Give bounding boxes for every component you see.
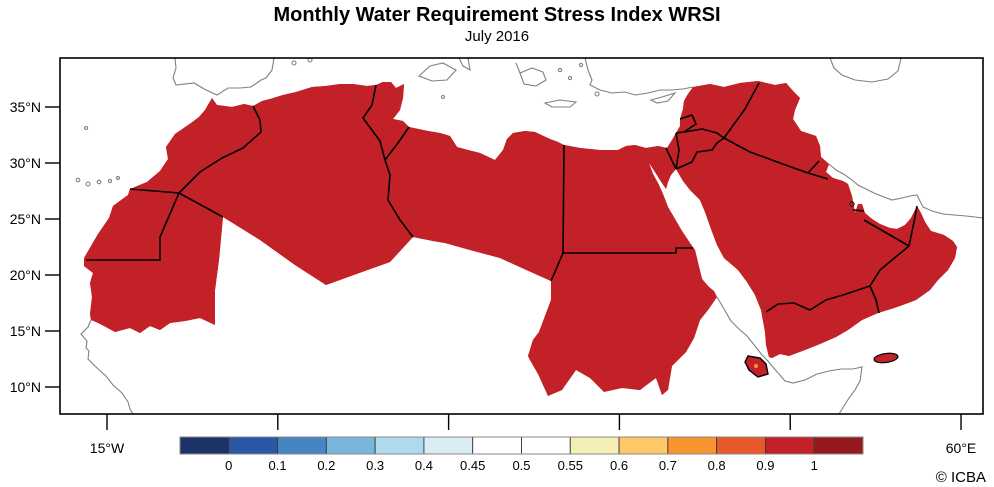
small-filled-areas: [744, 201, 899, 378]
colorbar-segment: [716, 436, 766, 455]
colorbar-tick-label: 0.1: [269, 458, 287, 473]
colorbar-tick-label: 0.9: [756, 458, 774, 473]
colorbar-segment: [618, 436, 669, 455]
y-tick-label: 30°N: [10, 155, 41, 171]
y-tick-label: 25°N: [10, 211, 41, 227]
colorbar-tick-label: 0.55: [558, 458, 583, 473]
colorbar-segment: [277, 436, 327, 455]
colorbar-segment: [228, 436, 279, 455]
map-frame: [59, 57, 984, 415]
credit-label: © ICBA: [936, 469, 986, 486]
colorbar-segment: [667, 436, 718, 455]
colorbar-tick-label: 0.3: [366, 458, 384, 473]
x-tick-label: 60°E: [946, 440, 977, 456]
colorbar-tick-label: 0.5: [512, 458, 530, 473]
colorbar-segment: [521, 436, 571, 455]
chart-subtitle: July 2016: [465, 28, 529, 45]
colorbar-tick-label: 0: [225, 458, 232, 473]
colorbar-segment: [472, 436, 522, 455]
colorbar-tick-label: 0.4: [415, 458, 433, 473]
colorbar-tick-label: 1: [811, 458, 818, 473]
colorbar-tick-label: 0.45: [460, 458, 485, 473]
colorbar-segment: [374, 436, 425, 455]
colorbar-tick-label: 0.6: [610, 458, 628, 473]
map-area: [75, 58, 983, 414]
colorbar-segment: [569, 436, 620, 455]
colorbar-segment: [813, 436, 864, 455]
y-tick-label: 10°N: [10, 379, 41, 395]
colorbar-segment: [764, 436, 815, 455]
chart-title: Monthly Water Requirement Stress Index W…: [273, 4, 720, 26]
colorbar-tick-label: 0.8: [708, 458, 726, 473]
colorbar-segment: [179, 436, 230, 455]
y-tick-label: 20°N: [10, 267, 41, 283]
x-tick-label: 15°W: [90, 440, 125, 456]
x-axis: 15°W 60°E: [90, 414, 976, 456]
y-tick-label: 35°N: [10, 99, 41, 115]
coastlines-unfilled: [75, 58, 983, 414]
colorbar-outline: [179, 436, 864, 455]
colorbar-tick-label: 0.7: [659, 458, 677, 473]
y-axis: 35°N 30°N 25°N 20°N 15°N 10°N: [10, 99, 60, 395]
colorbar-legend: 0 0.1 0.2 0.3 0.4 0.45 0.5 0.55 0.6 0.7 0.8 0.9 1: [179, 436, 864, 473]
y-tick-label: 15°N: [10, 323, 41, 339]
colorbar-segment: [325, 436, 376, 455]
land-coastline: [83, 80, 958, 397]
colorbar-tick-label: 0.2: [317, 458, 335, 473]
country-borders: [86, 82, 918, 314]
colorbar-segment: [423, 436, 474, 455]
